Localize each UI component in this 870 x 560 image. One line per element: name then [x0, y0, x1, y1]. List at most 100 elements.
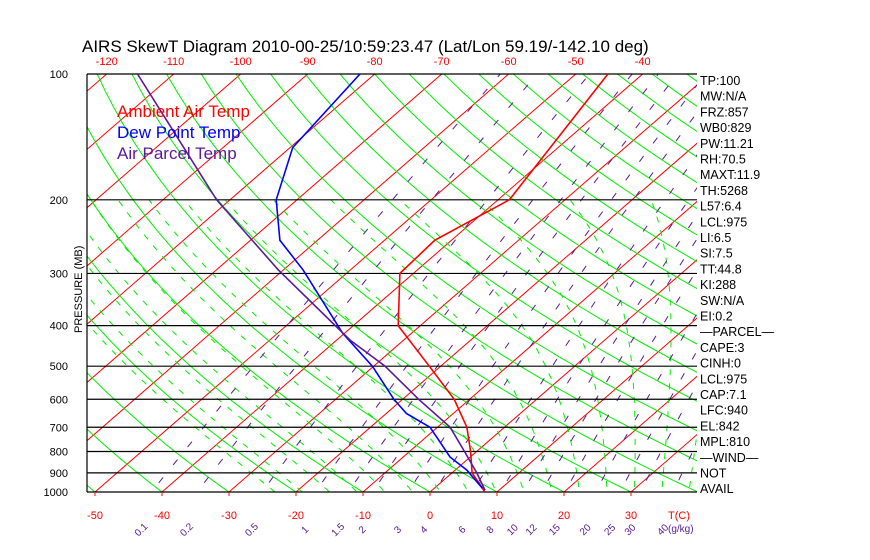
moist-adiabat — [224, 199, 497, 492]
legend-parcel: Air Parcel Temp — [117, 144, 237, 163]
pressure-tick-label: 800 — [50, 446, 68, 458]
moist-adiabat — [330, 199, 553, 492]
moist-adiabat — [481, 199, 608, 492]
moist-adiabat — [399, 199, 581, 492]
stat-item: LCL:975 — [700, 372, 747, 386]
grid-lines — [0, 74, 870, 501]
dry-adiabat — [339, 74, 697, 345]
bottom-temp-tick-label: -20 — [288, 510, 304, 522]
isotherm — [755, 74, 870, 501]
pressure-tick-label: 400 — [50, 321, 68, 333]
legend-dewpoint: Dew Point Temp — [117, 123, 240, 142]
mixing-ratio-tick-label: 15 — [547, 522, 563, 538]
isotherm — [87, 74, 443, 384]
stat-item: NOT — [700, 467, 727, 481]
mixing-ratio-line — [672, 442, 697, 492]
top-temp-tick-label: -110 — [163, 56, 184, 68]
mixing-ratio-tick-label: 3 — [392, 524, 404, 536]
isotherm — [228, 84, 697, 492]
dry-adiabat — [87, 255, 364, 492]
isotherm — [87, 74, 510, 442]
stat-item: MW:N/A — [700, 90, 747, 104]
stat-item: SI:7.5 — [700, 247, 733, 261]
moist-adiabat — [117, 199, 414, 492]
dry-adiabat — [96, 74, 566, 492]
dry-adiabat — [408, 74, 697, 290]
stat-item: LI:6.5 — [700, 231, 731, 245]
pressure-tick-label: 600 — [50, 394, 68, 406]
stat-item: CAP:7.1 — [700, 388, 747, 402]
mixing-ratio-line — [150, 74, 501, 492]
dry-adiabat — [0, 74, 38, 501]
mixing-ratio-tick-label: 25 — [603, 522, 619, 538]
pressure-tick-label: 300 — [50, 268, 68, 280]
bottom-temp-tick-label: -40 — [154, 510, 170, 522]
bottom-temp-tick-label: 0 — [427, 510, 433, 522]
mixing-ratio-tick-label: 1.5 — [330, 521, 348, 539]
mixing-ratio-line — [261, 74, 590, 492]
stat-item: PW:11.21 — [700, 137, 754, 151]
stat-item: TH:5268 — [700, 184, 748, 198]
mixing-ratio-tick-label: 2 — [357, 524, 369, 536]
top-temp-tick-label: -40 — [635, 56, 651, 68]
bottom-temp-tick-label: 30 — [625, 510, 637, 522]
dry-adiabat — [87, 125, 499, 492]
stat-item: KI:288 — [700, 278, 736, 292]
stat-item: TP:100 — [700, 74, 740, 88]
isobars: 100 200 300 400 500 600 700 800 900 1000 — [44, 69, 697, 499]
isotherm — [0, 74, 40, 501]
x-axis-label: T(C) — [668, 510, 690, 522]
mixing-ratio-line — [522, 214, 697, 492]
top-temp-tick-label: -70 — [434, 56, 450, 68]
series-line-ambient-temp — [397, 74, 609, 492]
stat-item: MPL:810 — [700, 435, 750, 449]
mixing-ratio-line — [314, 74, 633, 492]
dry-adiabat — [651, 74, 697, 107]
legend: Ambient Air Temp Dew Point Temp Air Parc… — [117, 102, 250, 163]
dry-adiabat — [443, 74, 697, 263]
top-temp-tick-label: -80 — [367, 56, 383, 68]
isotherm — [496, 317, 697, 492]
bottom-temp-tick-label: 20 — [558, 510, 570, 522]
dry-adiabat — [304, 74, 697, 373]
isotherm — [563, 375, 697, 492]
series-line-dew-point — [275, 74, 484, 489]
mixing-ratio-tick-label: 12 — [524, 522, 540, 538]
dry-adiabat — [87, 314, 297, 492]
moist-adiabat — [148, 199, 442, 492]
profiles — [136, 74, 609, 492]
moist-adiabat — [87, 230, 358, 492]
stat-item: —PARCEL— — [700, 325, 775, 339]
mixing-ratio-line — [564, 269, 697, 492]
isotherm — [87, 74, 242, 209]
isotherm — [87, 74, 309, 267]
stat-item: EL:842 — [700, 419, 740, 433]
bottom-temp-tick-label: -50 — [87, 510, 103, 522]
mixing-ratio-tick-label: 20 — [578, 522, 594, 538]
top-temp-tick-label: -120 — [96, 56, 118, 68]
isotherm — [87, 74, 175, 151]
stat-item: RH:70.5 — [700, 153, 746, 167]
pressure-tick-label: 900 — [50, 468, 68, 480]
top-temp-tick-label: -50 — [568, 56, 584, 68]
mixing-ratio-unit: (g/kg) — [668, 524, 694, 535]
isotherm — [295, 142, 697, 492]
mixing-ratio-tick-label: 0.1 — [133, 521, 151, 539]
isotherm — [161, 74, 644, 492]
dry-adiabat — [270, 74, 697, 402]
mixing-ratio-tick-label: 10 — [505, 522, 521, 538]
stat-item: CAPE:3 — [700, 341, 745, 355]
dry-adiabat — [513, 74, 697, 210]
mixing-ratio-tick-label: 1 — [300, 524, 312, 536]
mixing-ratio-line — [499, 187, 697, 492]
bottom-temp-tick-label: -10 — [355, 510, 371, 522]
dry-adiabat — [478, 74, 697, 236]
y-axis-label: PRESSURE (MB) — [73, 246, 85, 333]
mixing-ratio-line — [196, 74, 538, 492]
pressure-tick-label: 200 — [50, 195, 68, 207]
dry-adiabat — [87, 371, 230, 492]
series-line-parcel-temp — [136, 74, 486, 491]
legend-ambient: Ambient Air Temp — [117, 102, 250, 121]
top-temp-tick-label: -60 — [501, 56, 517, 68]
